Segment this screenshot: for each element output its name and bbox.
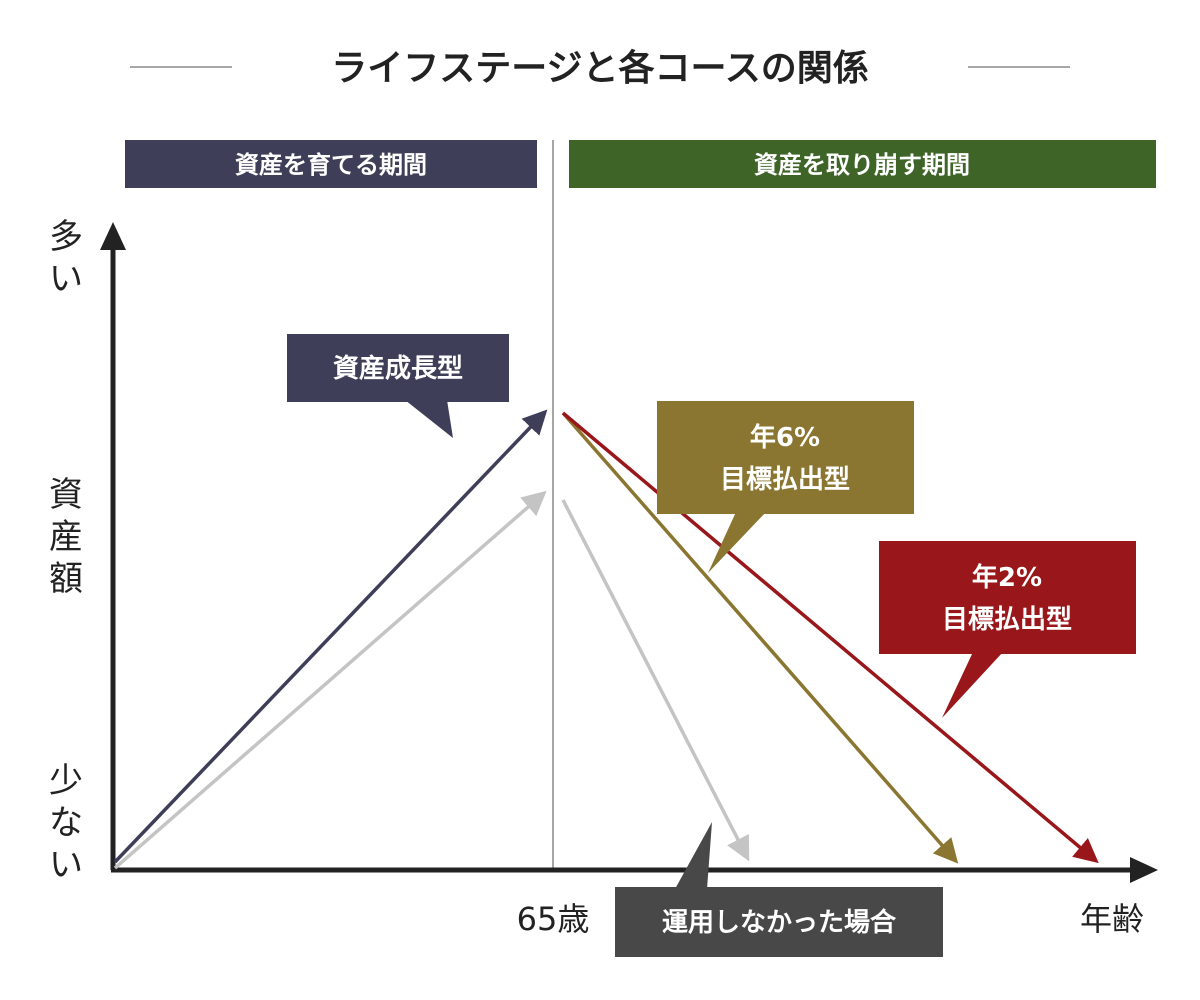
period-header-drawdown xyxy=(569,140,1156,188)
drawdown-arrow-payout-6 xyxy=(561,411,959,864)
period-label-drawdown: 資産を取り崩す期間 xyxy=(754,151,970,179)
growth-arrow-invested xyxy=(113,409,548,864)
y-axis-high-label: 多 い xyxy=(49,217,83,299)
callout-payout-6-type: 目標払出型 xyxy=(720,465,850,495)
callout-no-investment-label: 運用しなかった場合 xyxy=(662,907,897,938)
x-axis-title: 年齢 xyxy=(1080,900,1144,938)
svg-text:額: 額 xyxy=(49,559,83,599)
svg-text:な: な xyxy=(49,803,83,843)
svg-text:少: 少 xyxy=(49,761,83,801)
callout-growth: 資産成長型 xyxy=(287,334,509,438)
y-axis-arrowhead xyxy=(100,222,126,250)
growth-arrow-uninvested xyxy=(113,490,547,870)
period-header-growing xyxy=(125,140,537,188)
callout-payout-6-rate: 年6% xyxy=(750,422,820,453)
y-axis-title: 資 産 額 xyxy=(49,475,83,599)
retirement-age-label: 65歳 xyxy=(517,900,590,938)
callout-payout-2: 年2% 目標払出型 xyxy=(879,541,1136,718)
y-axis-low-label: 少 な い xyxy=(49,761,83,885)
svg-text:資: 資 xyxy=(49,475,83,515)
callout-payout-2-rate: 年2% xyxy=(972,562,1042,593)
drawdown-arrow-uninvested xyxy=(561,499,750,862)
callout-payout-2-type: 目標払出型 xyxy=(942,605,1072,635)
callout-payout-6: 年6% 目標払出型 xyxy=(657,401,914,573)
svg-text:い: い xyxy=(49,259,83,299)
x-axis-arrowhead xyxy=(1130,857,1158,883)
svg-text:産: 産 xyxy=(49,517,83,557)
callout-no-investment: 運用しなかった場合 xyxy=(615,822,943,957)
drawdown-arrow-payout-2 xyxy=(561,411,1099,864)
diagram-title: ライフステージと各コースの関係 xyxy=(331,48,868,89)
callout-growth-label: 資産成長型 xyxy=(333,353,463,384)
svg-text:多: 多 xyxy=(49,217,83,257)
svg-text:い: い xyxy=(49,845,83,885)
period-label-growing: 資産を育てる期間 xyxy=(235,151,427,179)
